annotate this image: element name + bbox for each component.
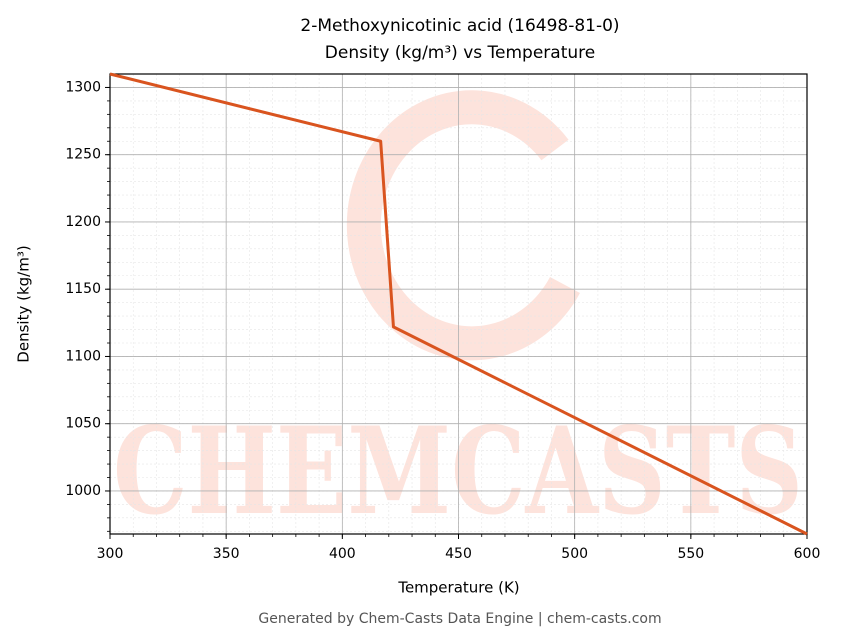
y-tick-label: 1100 [65,348,101,364]
y-tick-label: 1250 [65,147,101,163]
chart-subtitle: Density (kg/m³) vs Temperature [325,43,595,63]
x-tick-label: 450 [445,546,472,562]
grid [109,74,808,534]
y-tick-label: 1300 [65,79,101,95]
x-tick-label: 350 [213,546,240,562]
x-tick-label: 300 [97,546,124,562]
watermark: CHEMCASTS [113,401,803,542]
y-tick-label: 1200 [65,214,101,230]
y-tick-label: 1000 [65,483,101,499]
x-tick-label: 600 [794,546,821,562]
chart-title: 2-Methoxynicotinic acid (16498-81-0) [300,16,619,36]
x-axis-label: Temperature (K) [397,579,519,597]
line [109,72,808,536]
x-tick-label: 500 [561,546,588,562]
x-tick-label: 400 [329,546,356,562]
x-tick-label: 550 [677,546,704,562]
y-axis-label: Density (kg/m³) [15,245,33,362]
footer: Generated by Chem-Casts Data Engine | ch… [258,611,661,627]
plot-frame [109,73,808,535]
watermark-logo [346,90,580,361]
y-tick-label: 1050 [65,416,101,432]
y-tick-label: 1150 [65,281,101,297]
